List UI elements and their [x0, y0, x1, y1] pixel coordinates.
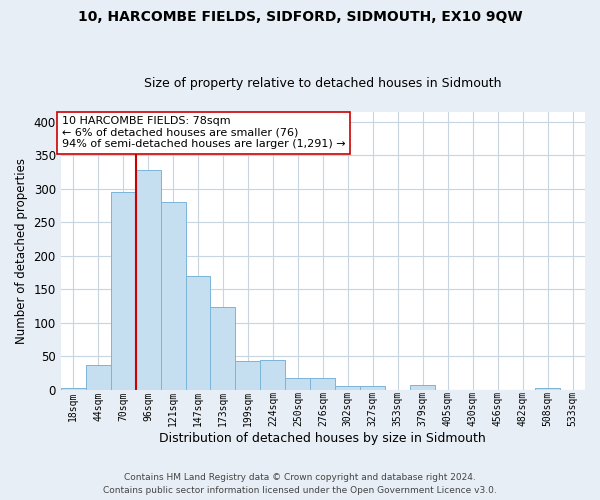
Bar	[335, 386, 360, 390]
Bar	[110, 192, 136, 390]
Title: Size of property relative to detached houses in Sidmouth: Size of property relative to detached ho…	[144, 76, 502, 90]
Text: Contains HM Land Registry data © Crown copyright and database right 2024.
Contai: Contains HM Land Registry data © Crown c…	[103, 473, 497, 495]
Bar	[61, 388, 86, 390]
Bar	[360, 386, 385, 390]
X-axis label: Distribution of detached houses by size in Sidmouth: Distribution of detached houses by size …	[160, 432, 486, 445]
Bar	[410, 385, 435, 390]
Bar	[235, 361, 260, 390]
Bar	[136, 170, 161, 390]
Bar	[535, 388, 560, 390]
Bar	[161, 202, 185, 390]
Bar	[211, 306, 235, 390]
Bar	[286, 378, 310, 390]
Text: 10 HARCOMBE FIELDS: 78sqm
← 6% of detached houses are smaller (76)
94% of semi-d: 10 HARCOMBE FIELDS: 78sqm ← 6% of detach…	[62, 116, 346, 150]
Bar	[260, 360, 286, 390]
Bar	[185, 276, 211, 390]
Text: 10, HARCOMBE FIELDS, SIDFORD, SIDMOUTH, EX10 9QW: 10, HARCOMBE FIELDS, SIDFORD, SIDMOUTH, …	[77, 10, 523, 24]
Bar	[86, 365, 110, 390]
Bar	[310, 378, 335, 390]
Y-axis label: Number of detached properties: Number of detached properties	[15, 158, 28, 344]
